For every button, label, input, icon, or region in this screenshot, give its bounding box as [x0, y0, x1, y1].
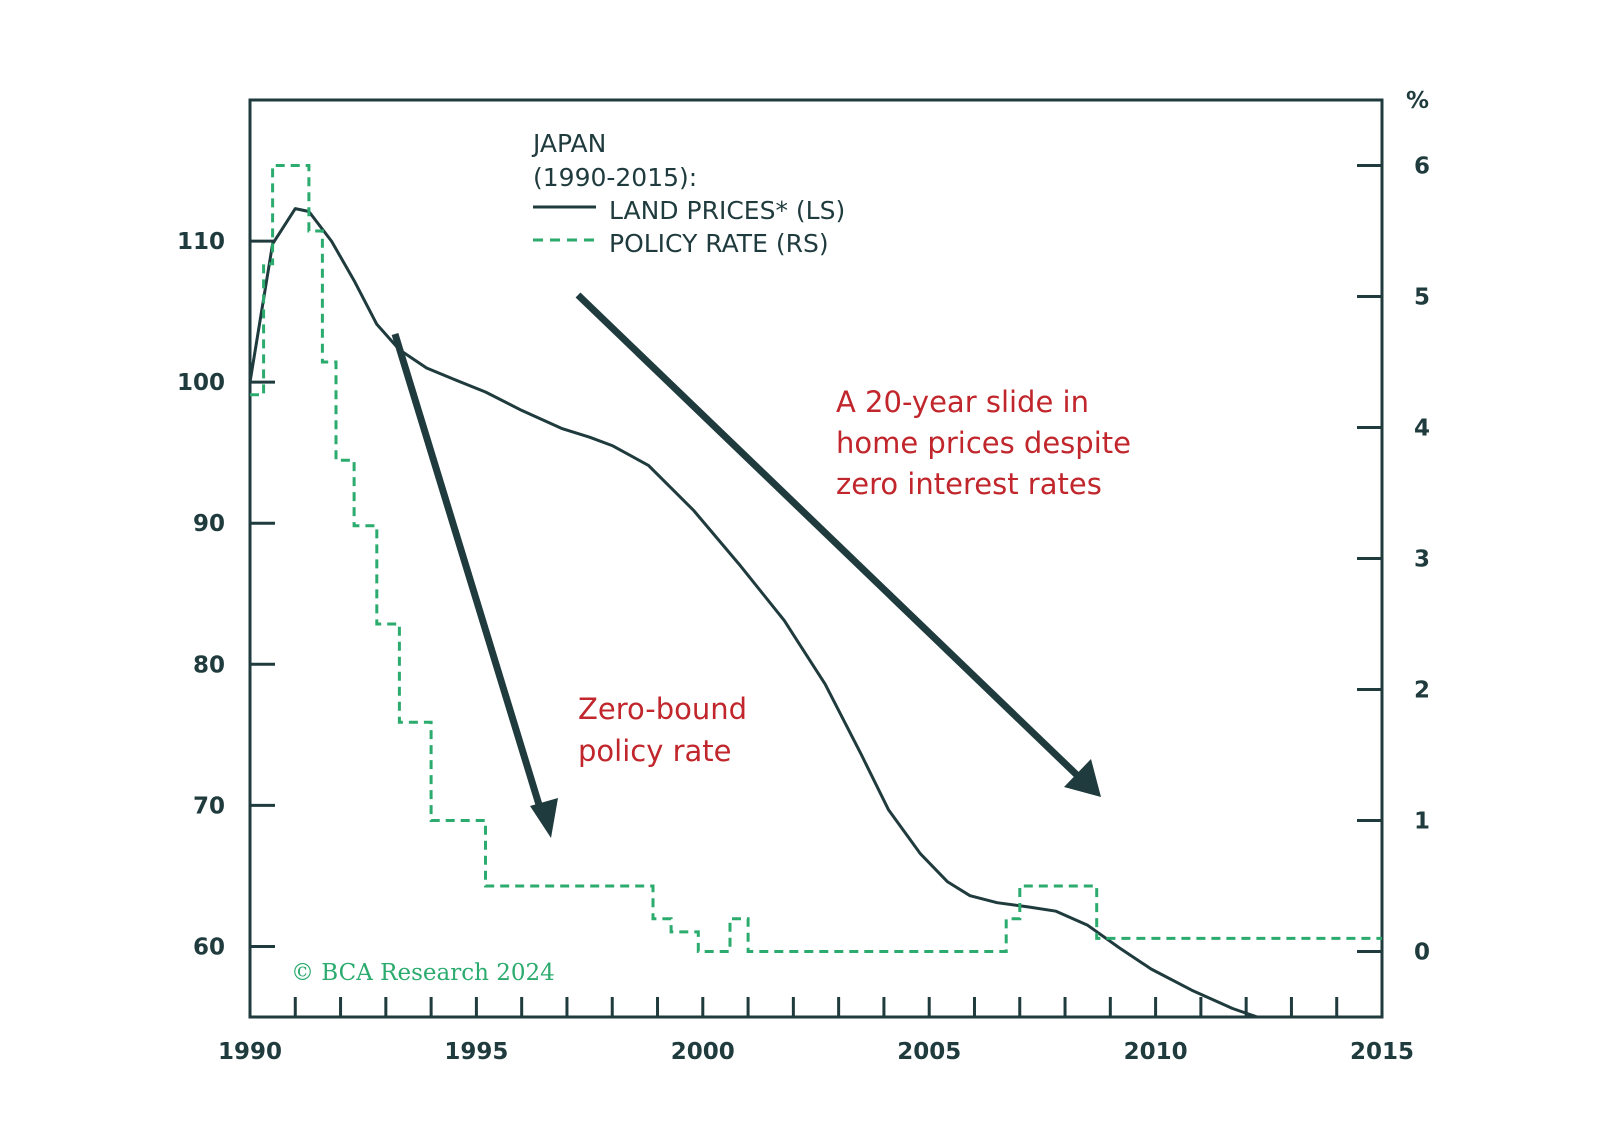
series-line-policy-rate	[250, 164, 1382, 953]
bottom-tick-label-2010: 2010	[1124, 1039, 1188, 1065]
left-tick-label-80: 80	[193, 652, 225, 678]
bottom-tick-label-1990: 1990	[218, 1039, 282, 1065]
legend-subtitle: (1990-2015):	[533, 163, 697, 192]
right-axis: 0 1 2 3 4 5 6	[1357, 154, 1430, 966]
annotation-rate-line-1: Zero-bound	[578, 692, 747, 726]
legend-title: JAPAN	[531, 129, 606, 158]
annotation-land-line-3: zero interest rates	[836, 467, 1102, 501]
left-tick-label-70: 70	[193, 793, 225, 819]
right-tick-label-6: 6	[1414, 154, 1430, 180]
bottom-axis: 1990 1995 2000 2005 2010 2015	[218, 997, 1414, 1065]
right-tick-label-1: 1	[1414, 809, 1430, 835]
legend: JAPAN (1990-2015): LAND PRICES* (LS) POL…	[531, 129, 845, 258]
right-tick-label-0: 0	[1414, 940, 1430, 966]
left-tick-label-90: 90	[193, 511, 225, 537]
legend-land-label: LAND PRICES* (LS)	[609, 196, 845, 225]
arrow-land-prices-head	[1064, 759, 1101, 797]
legend-policy-label: POLICY RATE (RS)	[609, 229, 829, 258]
series-line-land-prices	[250, 207, 1262, 1017]
right-tick-label-5: 5	[1414, 285, 1430, 311]
left-axis: 60 70 80 90 100 110	[177, 229, 275, 960]
arrow-policy-rate	[391, 332, 544, 810]
annotation-rate-line-2: policy rate	[578, 734, 732, 768]
left-tick-label-60: 60	[193, 934, 225, 960]
right-axis-unit-label: %	[1406, 88, 1429, 114]
bottom-tick-label-1995: 1995	[444, 1039, 508, 1065]
bottom-tick-label-2005: 2005	[897, 1039, 961, 1065]
annotation-land-line-1: A 20-year slide in	[836, 385, 1089, 419]
right-tick-label-3: 3	[1414, 547, 1430, 573]
bottom-tick-label-2015: 2015	[1350, 1039, 1414, 1065]
arrow-land-prices	[575, 292, 1083, 781]
bottom-tick-label-2000: 2000	[671, 1039, 735, 1065]
arrow-policy-rate-head	[530, 798, 558, 838]
series-layer	[250, 164, 1382, 1017]
left-tick-label-100: 100	[177, 370, 225, 396]
trend-arrows	[391, 292, 1101, 838]
copyright: © BCA Research 2024	[291, 960, 555, 986]
annotation-land-line-2: home prices despite	[836, 426, 1131, 460]
left-tick-label-110: 110	[177, 229, 225, 255]
right-tick-label-4: 4	[1414, 416, 1430, 442]
right-tick-label-2: 2	[1414, 678, 1430, 704]
